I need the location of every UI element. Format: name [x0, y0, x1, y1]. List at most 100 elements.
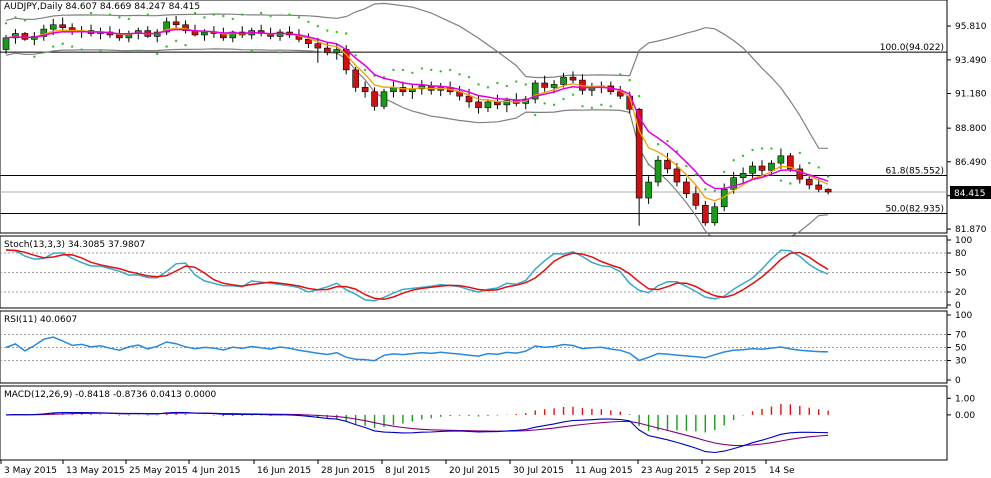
macd-panel: MACD(12,26,9) -0.8418 -0.8736 0.0413 0.0…	[0, 385, 948, 461]
candle-body	[749, 165, 756, 174]
sar-dot	[496, 81, 499, 85]
sar-dot	[600, 103, 603, 107]
sar-dot	[732, 158, 735, 162]
time-tick-label: 14 Se	[769, 466, 795, 476]
candle-body	[664, 159, 671, 170]
time-tick-label: 2 Sep 2015	[705, 466, 756, 476]
candle-body	[739, 172, 747, 178]
last-price-value: 84.415	[954, 189, 986, 199]
sar-dot	[505, 84, 509, 88]
candle-body	[815, 184, 823, 190]
sar-dot	[619, 73, 622, 76]
fib-level-label: 100.0(94.022)	[880, 43, 944, 53]
sar-dot	[250, 49, 253, 53]
candle-body	[465, 95, 473, 103]
sar-dot	[552, 103, 556, 107]
time-tick-label: 23 Aug 2015	[641, 466, 699, 476]
time-axis: 3 May 2015 13 May 2015 25 May 2015 4 Jun 20…	[0, 460, 795, 476]
sar-dot	[269, 14, 272, 18]
time-tick-label: 4 Jun 2015	[192, 466, 240, 476]
candle-body	[484, 101, 492, 109]
stochastic-k-line	[5, 249, 829, 302]
price-plot: 100.0(94.022) 61.8(85.552) 50.0(82.935)	[0, 2, 947, 251]
stochastic-d-line	[5, 249, 829, 301]
stochastic-tick-label: 0	[955, 301, 961, 311]
sar-dot	[363, 68, 367, 72]
candle-body	[323, 47, 331, 53]
sar-dot	[33, 55, 36, 58]
time-tick-label: 30 Jul 2015	[513, 466, 564, 476]
candle-body	[541, 82, 548, 88]
sar-dot	[99, 49, 102, 53]
candle-body	[683, 181, 690, 194]
sar-dot	[241, 13, 244, 16]
price-tick-label: 88.800	[955, 124, 987, 134]
sar-dot	[534, 113, 537, 117]
candle-body	[352, 69, 359, 88]
macd-plot	[5, 404, 829, 454]
candle-body	[305, 39, 312, 44]
candle-body	[711, 206, 719, 224]
sar-dot	[439, 70, 442, 73]
stochastic-axis: 100 80 50 20 0	[947, 236, 972, 311]
candle-body	[49, 24, 57, 30]
candle-body	[645, 181, 652, 199]
candle-body	[787, 155, 794, 170]
sar-dot	[448, 68, 452, 72]
candle-body	[2, 37, 10, 50]
time-tick-label: 13 May 2015	[66, 466, 125, 476]
candle-body	[635, 108, 643, 199]
sar-dot	[581, 105, 584, 108]
candle-body	[654, 159, 662, 183]
sar-dot	[4, 22, 8, 25]
price-tick-label: 81.870	[955, 225, 987, 235]
sar-dot	[420, 67, 423, 70]
sar-dot	[713, 189, 716, 192]
sar-dot	[779, 179, 783, 182]
candle-body	[333, 49, 341, 53]
price-header: AUDJPY,Daily 84.607 84.669 84.247 84.415	[4, 2, 200, 12]
rsi-plot	[0, 334, 947, 362]
sar-dot	[354, 54, 357, 57]
candle-body	[616, 91, 624, 97]
sar-dot	[477, 83, 480, 86]
sar-dot	[458, 73, 461, 76]
stochastic-header: Stoch(13,3,3) 34.3085 37.9807	[4, 240, 145, 250]
sar-dot	[335, 30, 338, 34]
time-tick-label: 8 Jul 2015	[385, 466, 430, 476]
candle-body	[701, 205, 709, 224]
candle-body	[371, 91, 378, 107]
rsi-tick-label: 70	[955, 331, 967, 341]
sar-dot	[23, 19, 27, 22]
sar-dot	[524, 83, 527, 86]
time-tick-label: 16 Jun 2015	[257, 466, 311, 476]
sar-dot	[392, 68, 395, 72]
sar-dot	[184, 43, 187, 47]
candle-body	[692, 193, 700, 206]
candle-body	[163, 21, 170, 33]
sar-dot	[278, 51, 282, 54]
rsi-tick-label: 50	[955, 344, 967, 354]
sar-dot	[628, 78, 631, 82]
rsi-tick-label: 0	[955, 376, 961, 386]
sar-dot	[826, 175, 830, 178]
candle-body	[12, 33, 19, 39]
candle-body	[550, 84, 558, 88]
candle-body	[229, 31, 237, 39]
rsi-tick-label: 30	[955, 357, 967, 367]
sar-dot	[770, 147, 773, 150]
sar-dot	[222, 14, 225, 18]
sar-dot	[741, 154, 745, 158]
rsi-tick-label: 100	[955, 311, 972, 321]
sar-dot	[165, 45, 168, 48]
candle-body	[494, 101, 501, 106]
macd-tick-label: 1.00	[955, 394, 975, 404]
candle-body	[21, 33, 29, 40]
fib-level-label: 50.0(82.935)	[885, 205, 944, 215]
stochastic-tick-label: 20	[955, 288, 967, 298]
candle-body	[475, 101, 482, 109]
candle-body	[768, 162, 775, 171]
fib-level-label: 61.8(85.552)	[885, 166, 944, 176]
sar-dot	[647, 163, 650, 166]
